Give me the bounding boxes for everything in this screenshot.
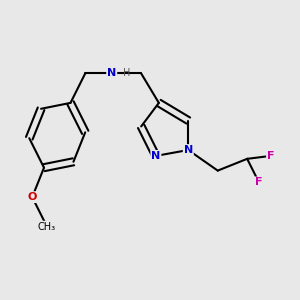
Text: H: H	[124, 68, 131, 78]
Text: N: N	[184, 145, 193, 155]
Text: O: O	[28, 192, 37, 202]
Text: F: F	[267, 151, 274, 161]
Text: CH₃: CH₃	[38, 222, 56, 232]
Text: N: N	[151, 151, 160, 161]
Text: F: F	[255, 177, 263, 188]
Text: N: N	[107, 68, 116, 78]
